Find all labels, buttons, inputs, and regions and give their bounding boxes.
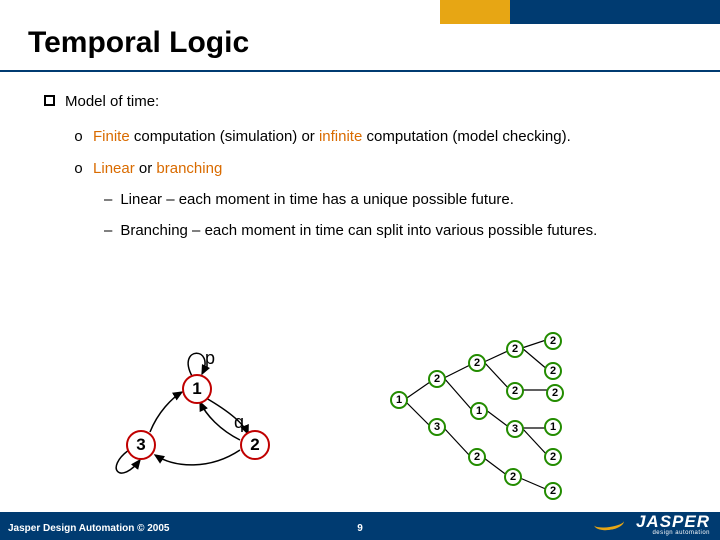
tree-node: 2 bbox=[544, 362, 562, 380]
top-bar-segment-blue bbox=[510, 0, 720, 24]
linear-node-3: 3 bbox=[126, 430, 156, 460]
footer-logo: JASPER design automation bbox=[636, 513, 710, 536]
tree-node: 3 bbox=[506, 420, 524, 438]
graph-edges bbox=[0, 340, 720, 510]
accent-linear: Linear bbox=[93, 160, 135, 177]
accent-infinite: infinite bbox=[319, 128, 362, 145]
slide: Temporal Logic Model of time: o Finite c… bbox=[0, 0, 720, 540]
bullet-linear-def: – Linear – each moment in time has a uni… bbox=[104, 188, 690, 213]
footer-page-number: 9 bbox=[357, 523, 363, 534]
tree-node: 2 bbox=[504, 468, 522, 486]
tree-node: 2 bbox=[468, 354, 486, 372]
bullet-branching-def: – Branching – each moment in time can sp… bbox=[104, 219, 690, 244]
tree-node: 2 bbox=[428, 370, 446, 388]
slide-title: Temporal Logic bbox=[28, 26, 249, 60]
diagrams: p q 1 2 3 1 2 3 2 1 2 2 2 3 2 2 2 1 2 2 … bbox=[0, 340, 720, 500]
logo-text: JASPER bbox=[636, 513, 710, 530]
title-underline bbox=[0, 70, 720, 72]
text-model-of-time: Model of time: bbox=[65, 90, 159, 115]
tree-node: 2 bbox=[546, 384, 564, 402]
label-q: q bbox=[234, 412, 244, 433]
accent-branching: branching bbox=[156, 160, 222, 177]
tree-node: 2 bbox=[468, 448, 486, 466]
accent-finite: Finite bbox=[93, 128, 130, 145]
tree-node: 2 bbox=[544, 448, 562, 466]
dash-bullet-icon: – bbox=[104, 219, 112, 244]
tree-node: 2 bbox=[506, 340, 524, 358]
linear-node-2: 2 bbox=[240, 430, 270, 460]
tree-node: 1 bbox=[390, 391, 408, 409]
bullet-model-of-time: Model of time: bbox=[44, 90, 690, 115]
bullet-linear-branching: o Linear or branching bbox=[74, 157, 690, 183]
circle-bullet-icon: o bbox=[74, 158, 83, 183]
tree-node: 3 bbox=[428, 418, 446, 436]
tree-node: 2 bbox=[544, 332, 562, 350]
linear-node-1: 1 bbox=[182, 374, 212, 404]
tree-node: 1 bbox=[544, 418, 562, 436]
text-finite-infinite: Finite computation (simulation) or infin… bbox=[93, 125, 571, 150]
top-bar-segment-gold bbox=[440, 0, 510, 24]
text-linear-def: Linear – each moment in time has a uniqu… bbox=[120, 188, 514, 213]
dash-bullet-icon: – bbox=[104, 188, 112, 213]
circle-bullet-icon: o bbox=[74, 126, 83, 151]
tree-node: 2 bbox=[506, 382, 524, 400]
content-body: Model of time: o Finite computation (sim… bbox=[44, 90, 690, 250]
tree-node: 2 bbox=[544, 482, 562, 500]
text-linear-branching: Linear or branching bbox=[93, 157, 222, 182]
label-p: p bbox=[205, 348, 215, 369]
tree-node: 1 bbox=[470, 402, 488, 420]
top-accent-bar bbox=[440, 0, 720, 24]
footer-copyright: Jasper Design Automation © 2005 bbox=[8, 523, 170, 534]
text-branching-def: Branching – each moment in time can spli… bbox=[120, 219, 597, 244]
bullet-finite-infinite: o Finite computation (simulation) or inf… bbox=[74, 125, 690, 151]
square-bullet-icon bbox=[44, 95, 55, 106]
